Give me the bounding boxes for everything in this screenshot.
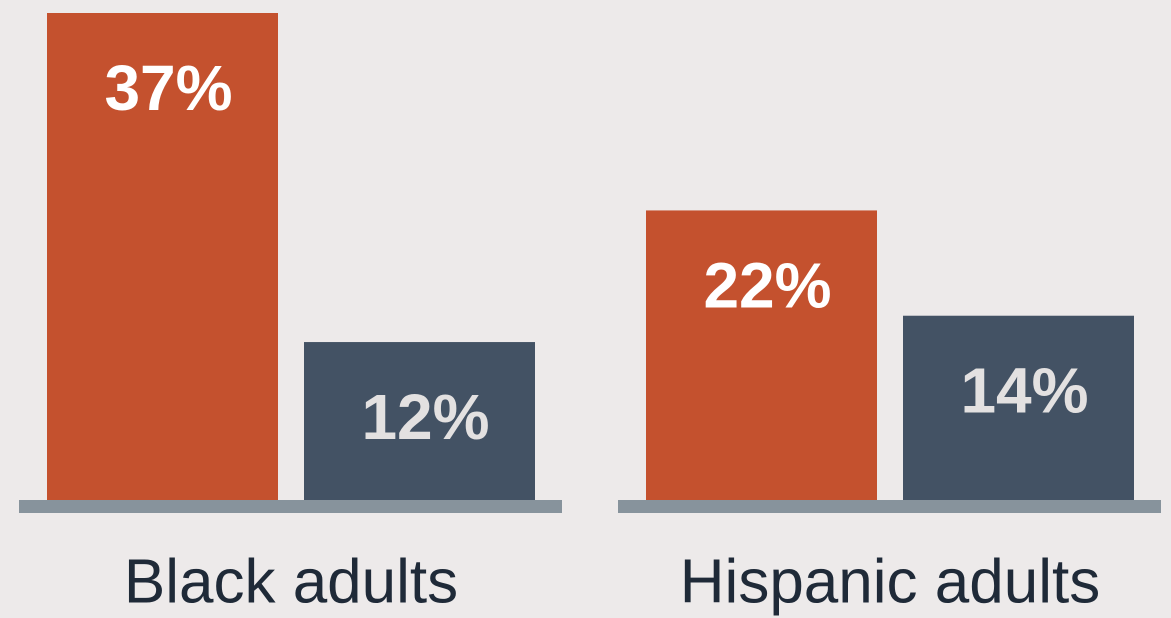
value-label: 37% [104, 52, 232, 124]
x-tick-label: Hispanic adults [680, 547, 1100, 616]
bar [646, 210, 877, 500]
bar [304, 342, 535, 500]
value-label: 14% [960, 355, 1088, 427]
baseline [19, 500, 562, 513]
baseline [618, 500, 1161, 513]
bar [903, 315, 1134, 500]
value-label: 12% [361, 381, 489, 453]
value-label: 22% [703, 249, 831, 321]
x-tick-label: Black adults [124, 547, 458, 616]
bar [47, 13, 278, 500]
